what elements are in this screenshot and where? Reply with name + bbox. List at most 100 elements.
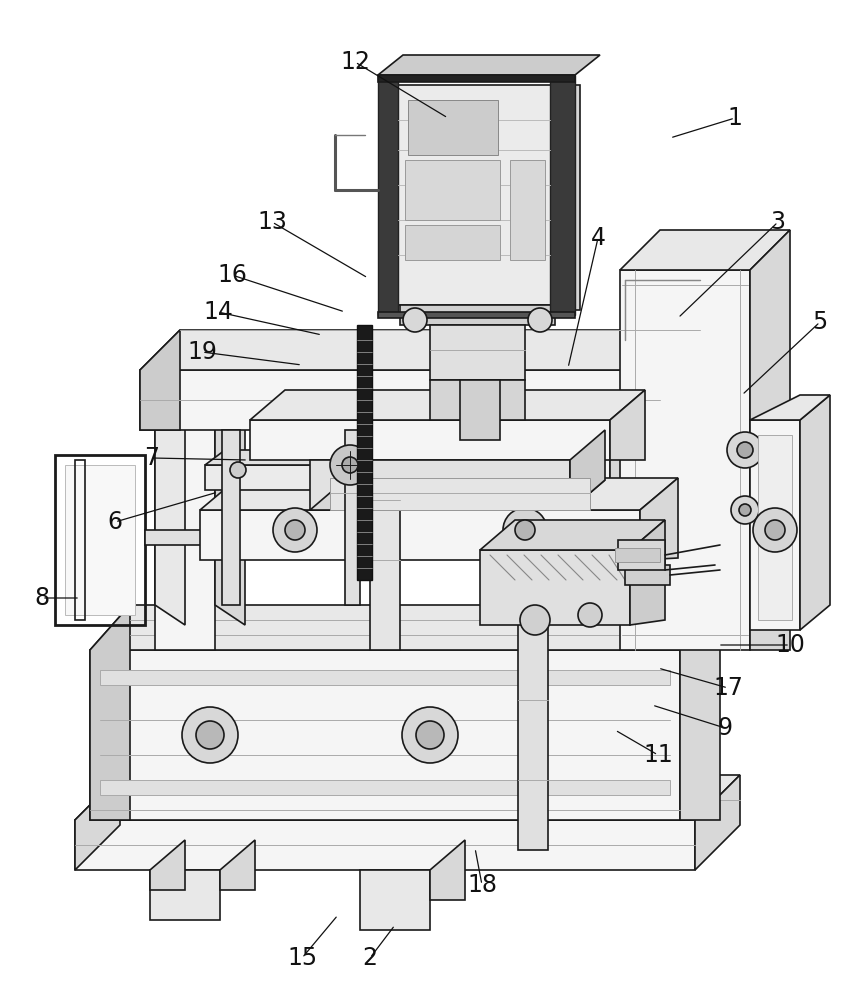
Polygon shape [680, 605, 720, 820]
Polygon shape [560, 85, 580, 310]
Text: 1: 1 [727, 106, 743, 130]
Circle shape [330, 445, 370, 485]
Circle shape [578, 603, 602, 627]
Polygon shape [200, 478, 678, 510]
Polygon shape [150, 840, 185, 890]
Polygon shape [480, 520, 665, 550]
Polygon shape [750, 420, 800, 630]
Polygon shape [570, 430, 605, 510]
Circle shape [342, 457, 358, 473]
Polygon shape [620, 230, 790, 270]
Polygon shape [357, 325, 372, 580]
Polygon shape [380, 450, 400, 490]
Polygon shape [758, 435, 792, 620]
Text: 13: 13 [257, 210, 287, 234]
Polygon shape [550, 75, 575, 315]
Polygon shape [345, 430, 360, 605]
Polygon shape [610, 345, 645, 605]
Polygon shape [200, 510, 640, 560]
Polygon shape [140, 370, 660, 430]
Polygon shape [90, 605, 130, 820]
Polygon shape [405, 160, 500, 220]
Polygon shape [310, 480, 605, 510]
Polygon shape [378, 75, 575, 82]
Polygon shape [100, 670, 670, 685]
Circle shape [273, 508, 317, 552]
Circle shape [765, 520, 785, 540]
Circle shape [739, 504, 751, 516]
Polygon shape [408, 100, 498, 155]
Polygon shape [405, 225, 500, 260]
Text: 15: 15 [287, 946, 317, 970]
Polygon shape [378, 75, 398, 315]
Polygon shape [640, 478, 678, 560]
Polygon shape [250, 420, 610, 460]
Polygon shape [155, 385, 215, 650]
Polygon shape [75, 820, 695, 870]
Polygon shape [518, 605, 565, 620]
Text: 12: 12 [340, 50, 370, 74]
Circle shape [503, 508, 547, 552]
Polygon shape [618, 540, 665, 570]
Text: 17: 17 [713, 676, 743, 700]
Polygon shape [155, 360, 185, 625]
Circle shape [196, 721, 224, 749]
Polygon shape [140, 330, 180, 430]
Text: 16: 16 [217, 263, 247, 287]
Polygon shape [75, 775, 120, 870]
Circle shape [731, 496, 759, 524]
Polygon shape [480, 550, 630, 625]
Circle shape [528, 308, 552, 332]
Text: 5: 5 [813, 310, 828, 334]
Polygon shape [100, 780, 670, 795]
Polygon shape [222, 430, 240, 605]
Polygon shape [150, 870, 220, 920]
Polygon shape [400, 305, 555, 325]
Polygon shape [360, 870, 430, 930]
Polygon shape [250, 390, 645, 420]
Polygon shape [695, 775, 740, 870]
Polygon shape [370, 420, 400, 650]
Text: 8: 8 [35, 586, 50, 610]
Polygon shape [620, 270, 750, 650]
Text: 4: 4 [590, 226, 605, 250]
Circle shape [753, 508, 797, 552]
Polygon shape [750, 230, 790, 650]
Circle shape [402, 707, 458, 763]
Circle shape [515, 520, 535, 540]
Text: 2: 2 [363, 946, 377, 970]
Polygon shape [205, 450, 400, 465]
Polygon shape [630, 520, 665, 625]
Circle shape [285, 520, 305, 540]
Circle shape [520, 605, 550, 635]
Polygon shape [460, 380, 500, 440]
Polygon shape [310, 460, 570, 510]
Polygon shape [390, 85, 560, 305]
Text: 10: 10 [775, 633, 805, 657]
Polygon shape [205, 465, 380, 490]
Circle shape [737, 442, 753, 458]
Circle shape [416, 721, 444, 749]
Text: 7: 7 [145, 446, 159, 470]
Polygon shape [545, 370, 610, 605]
Circle shape [727, 432, 763, 468]
Polygon shape [220, 840, 255, 890]
Circle shape [403, 308, 427, 332]
Polygon shape [750, 395, 830, 420]
Polygon shape [510, 160, 545, 260]
Polygon shape [140, 330, 700, 370]
Polygon shape [65, 465, 135, 615]
Polygon shape [660, 330, 700, 430]
Polygon shape [430, 325, 525, 380]
Polygon shape [145, 530, 220, 545]
Polygon shape [800, 395, 830, 630]
Text: 6: 6 [108, 510, 122, 534]
Text: 19: 19 [187, 340, 217, 364]
Polygon shape [75, 775, 740, 820]
Text: 9: 9 [717, 716, 733, 740]
Polygon shape [90, 650, 680, 820]
Polygon shape [378, 312, 575, 318]
Polygon shape [90, 605, 720, 650]
Polygon shape [610, 390, 645, 460]
Polygon shape [625, 565, 670, 585]
